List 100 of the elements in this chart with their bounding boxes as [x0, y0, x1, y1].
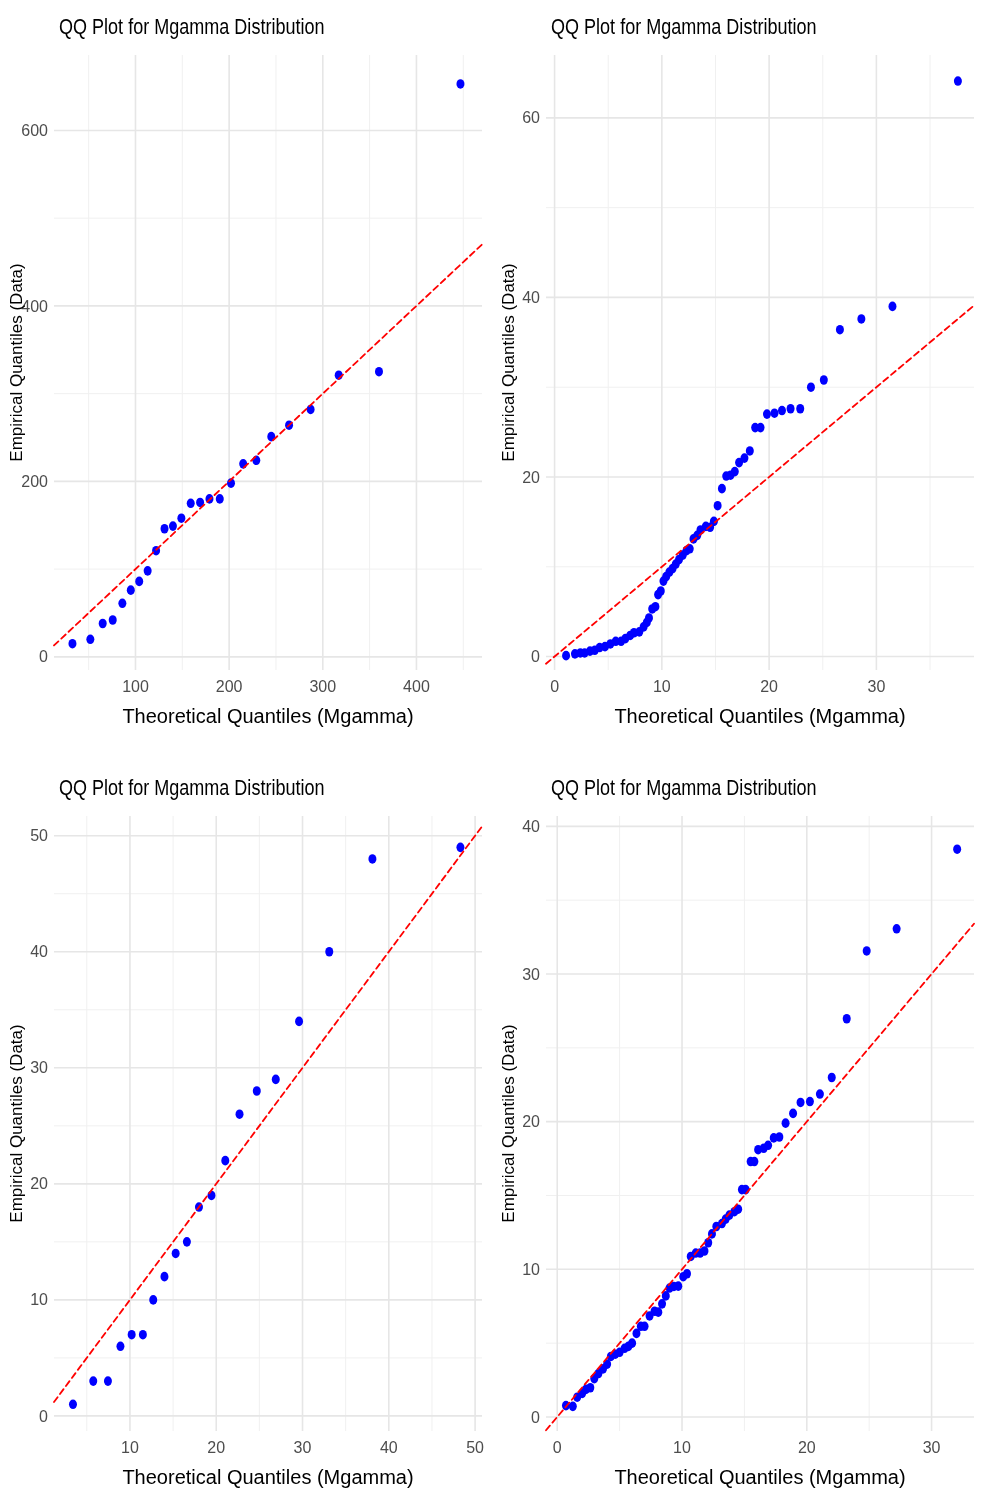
chart-title: QQ Plot for Mgamma Distribution: [551, 775, 817, 800]
point: [186, 498, 195, 509]
point: [149, 1295, 158, 1305]
point: [143, 566, 152, 576]
point: [777, 405, 786, 416]
x-tick-label: 200: [215, 678, 243, 695]
x-tick-label: 40: [379, 1439, 398, 1456]
point: [892, 924, 901, 934]
x-tick-label: 20: [207, 1439, 226, 1456]
point: [740, 453, 749, 463]
point: [806, 382, 815, 392]
point: [160, 1271, 169, 1282]
point: [235, 1109, 244, 1120]
point: [116, 1341, 125, 1352]
point: [953, 76, 962, 86]
point: [568, 1401, 577, 1412]
chart-title: QQ Plot for Mgamma Distribution: [551, 14, 817, 39]
point: [674, 1281, 683, 1291]
point: [656, 586, 665, 596]
point: [271, 1074, 280, 1085]
y-axis-title: Empirical Quantiles (Data): [499, 263, 518, 462]
point: [756, 422, 765, 433]
point: [135, 576, 144, 587]
y-axis-title: Empirical Quantiles (Data): [499, 1024, 518, 1223]
point: [126, 585, 135, 595]
x-tick-label: 10: [121, 1439, 139, 1456]
point: [628, 1338, 637, 1348]
point: [267, 431, 276, 442]
point: [456, 842, 465, 853]
point: [86, 634, 95, 645]
point: [842, 1013, 851, 1024]
x-tick-label: 400: [403, 678, 430, 695]
y-tick-label: 10: [30, 1291, 49, 1309]
y-tick-label: 10: [522, 1260, 541, 1278]
point: [735, 457, 744, 468]
point: [196, 497, 205, 508]
point: [160, 523, 169, 534]
y-tick-label: 30: [30, 1059, 49, 1077]
x-tick-label: 30: [293, 1439, 312, 1456]
point: [306, 404, 315, 415]
point: [717, 483, 726, 494]
point: [713, 500, 722, 511]
point: [796, 403, 805, 414]
y-tick-label: 0: [531, 1408, 541, 1426]
y-tick-label: 30: [522, 965, 541, 983]
x-tick-label: 0: [550, 678, 560, 695]
y-tick-label: 20: [522, 468, 541, 486]
point: [171, 1248, 180, 1259]
x-axis-title: Theoretical Quantiles (Mgamma): [122, 1466, 414, 1488]
point: [221, 1155, 230, 1166]
y-tick-label: 0: [531, 648, 541, 666]
y-tick-label: 50: [30, 827, 49, 845]
point: [215, 494, 224, 504]
point: [953, 844, 962, 855]
x-tick-label: 30: [922, 1439, 941, 1456]
x-axis-title: Theoretical Quantiles (Mgamma): [614, 705, 906, 727]
point: [456, 79, 465, 89]
point: [295, 1016, 304, 1027]
y-tick-label: 40: [30, 943, 49, 961]
x-tick-label: 20: [797, 1439, 816, 1456]
point: [368, 854, 377, 864]
point: [796, 1097, 805, 1108]
y-tick-label: 0: [39, 648, 49, 666]
point: [775, 1132, 784, 1142]
point: [654, 1307, 663, 1317]
x-tick-label: 10: [673, 1439, 692, 1456]
point: [683, 1268, 691, 1279]
point: [762, 409, 771, 419]
point: [835, 324, 844, 335]
point: [815, 1089, 824, 1099]
point: [127, 1329, 136, 1340]
point: [770, 408, 779, 419]
y-tick-label: 20: [522, 1113, 541, 1131]
point: [819, 375, 828, 385]
point: [888, 301, 897, 312]
x-tick-label: 0: [552, 1439, 562, 1456]
point: [658, 1299, 667, 1309]
x-axis-title: Theoretical Quantiles (Mgamma): [122, 705, 414, 727]
point: [786, 403, 795, 414]
point: [182, 1237, 191, 1247]
point: [108, 615, 117, 625]
point: [98, 618, 107, 629]
point: [745, 446, 754, 456]
x-tick-label: 10: [652, 678, 671, 695]
point: [781, 1118, 790, 1128]
chart-title: QQ Plot for Mgamma Distribution: [59, 775, 325, 800]
point: [325, 946, 334, 957]
x-tick-label: 30: [867, 678, 886, 695]
point: [89, 1376, 98, 1386]
point: [700, 1246, 709, 1256]
x-axis-title: Theoretical Quantiles (Mgamma): [614, 1466, 906, 1488]
point: [730, 466, 739, 477]
point: [168, 521, 177, 531]
point: [118, 598, 127, 609]
point: [632, 1328, 641, 1339]
x-tick-label: 50: [466, 1439, 485, 1456]
point: [68, 638, 77, 649]
point: [374, 366, 383, 377]
point: [805, 1096, 814, 1107]
point: [103, 1376, 112, 1386]
